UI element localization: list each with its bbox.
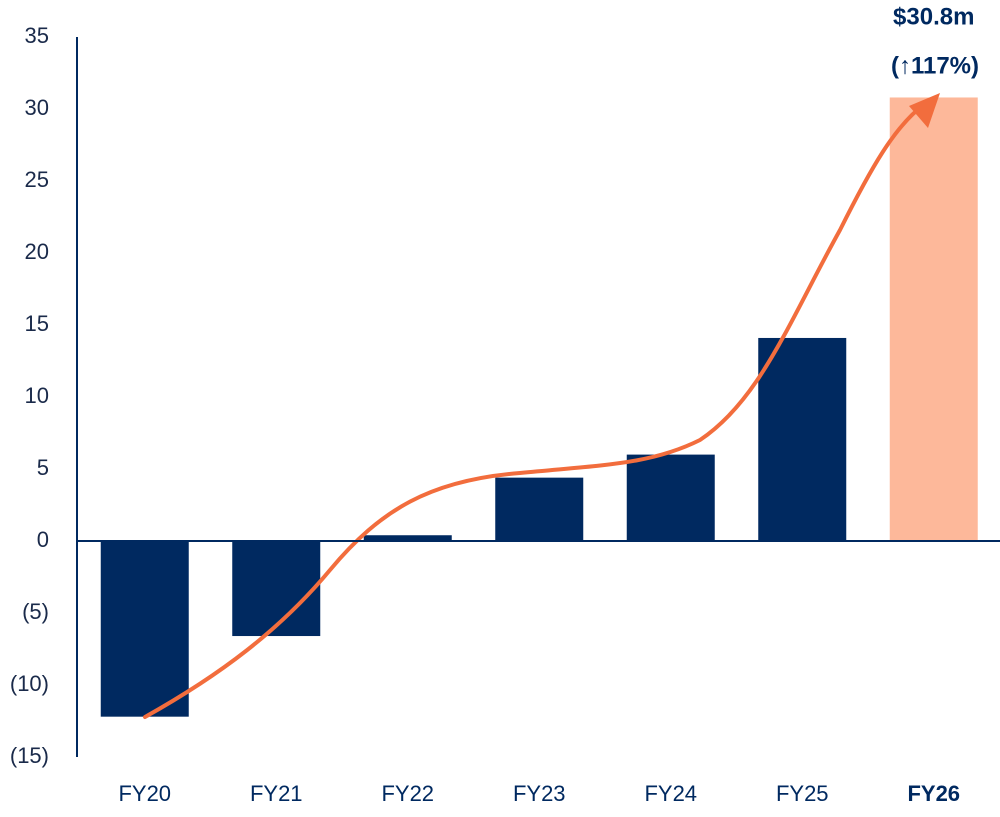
y-tick-label: 20 [25,239,49,264]
y-tick-label: 25 [25,167,49,192]
bar [758,337,847,541]
x-tick-label: FY22 [381,781,434,806]
bar [100,541,189,717]
annotation: (↑117%) [891,52,979,79]
bar [889,97,978,541]
y-tick-label: (10) [10,671,49,696]
bar [363,535,452,541]
value-label: $30.8m [893,3,974,30]
y-tick-label: (15) [10,743,49,768]
bar [232,541,321,637]
x-tick-label: FY23 [513,781,566,806]
arrow-head [909,93,940,128]
y-tick-label: (5) [22,599,49,624]
y-tick-label: 15 [25,311,49,336]
bar [626,454,715,541]
y-tick-label: 0 [37,527,49,552]
x-tick-label: FY24 [644,781,697,806]
bars [100,97,978,717]
x-tick-label: FY21 [250,781,303,806]
y-tick-label: 10 [25,383,49,408]
trend-arrow [143,102,927,719]
y-tick-label: 30 [25,95,49,120]
y-tick-label: 35 [25,23,49,48]
bar [495,477,584,541]
x-tick-label: FY25 [776,781,829,806]
x-tick-label: FY26 [907,781,960,806]
y-tick-label: 5 [37,455,49,480]
x-tick-label: FY20 [118,781,171,806]
